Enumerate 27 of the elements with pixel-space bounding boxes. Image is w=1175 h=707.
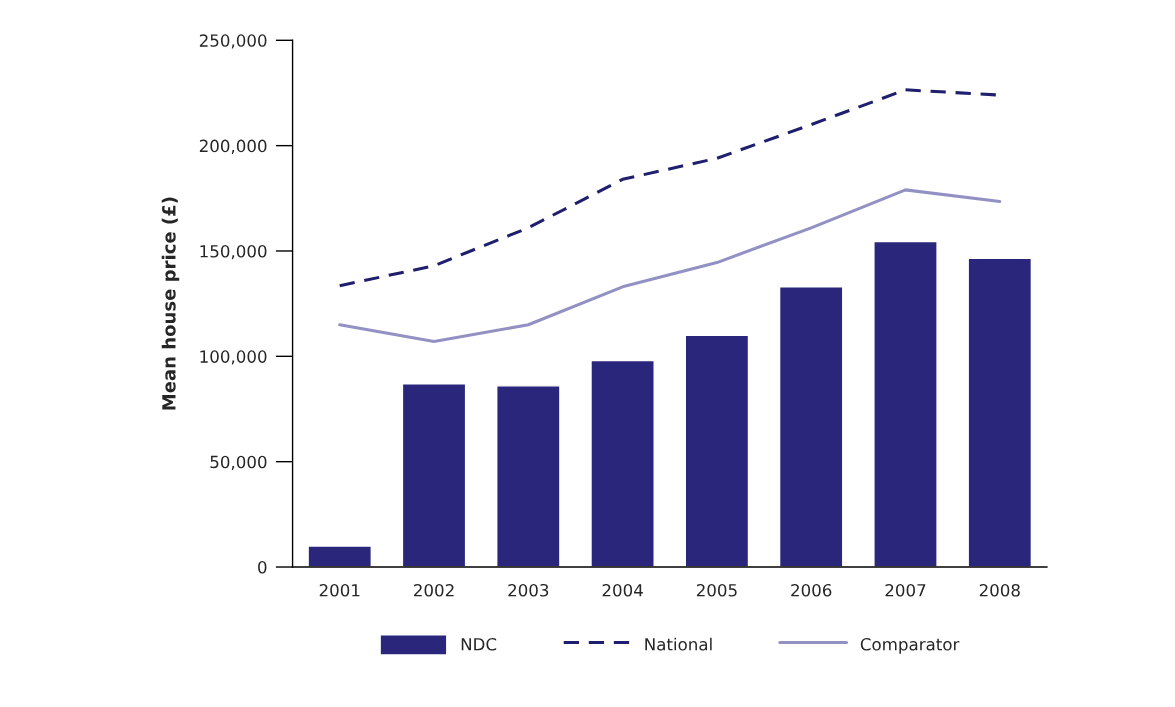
x-tick-label: 2001	[319, 583, 360, 597]
x-tick-label: 2003	[508, 583, 549, 597]
x-tick-label: 2005	[696, 583, 737, 597]
x-tick-label: 2002	[414, 583, 454, 597]
legend-label: NDC	[461, 637, 497, 651]
bar	[967, 257, 1033, 568]
bar	[307, 545, 373, 568]
x-tick-label: 2007	[885, 583, 926, 597]
bar	[873, 240, 938, 568]
bar	[496, 385, 561, 568]
y-tick-label: 150,000	[200, 244, 267, 260]
y-tick-label: 200,000	[199, 139, 267, 154]
line-series	[338, 188, 1002, 344]
y-tick-label: 250,000	[199, 34, 267, 49]
x-tick-label: 2006	[791, 583, 832, 597]
bar	[590, 359, 655, 568]
y-tick-label: 50,000	[210, 455, 267, 470]
bar	[401, 383, 467, 568]
legend-label: Comparator	[860, 637, 960, 654]
bar	[778, 286, 844, 568]
y-tick-label: 0	[258, 560, 267, 574]
legend-label: National	[645, 637, 712, 651]
y-axis-title: Mean house price (£)	[161, 197, 180, 410]
y-tick-label: 100,000	[200, 350, 267, 365]
x-tick-label: 2004	[602, 583, 643, 597]
bar	[684, 334, 750, 568]
x-tick-label: 2008	[979, 583, 1020, 597]
